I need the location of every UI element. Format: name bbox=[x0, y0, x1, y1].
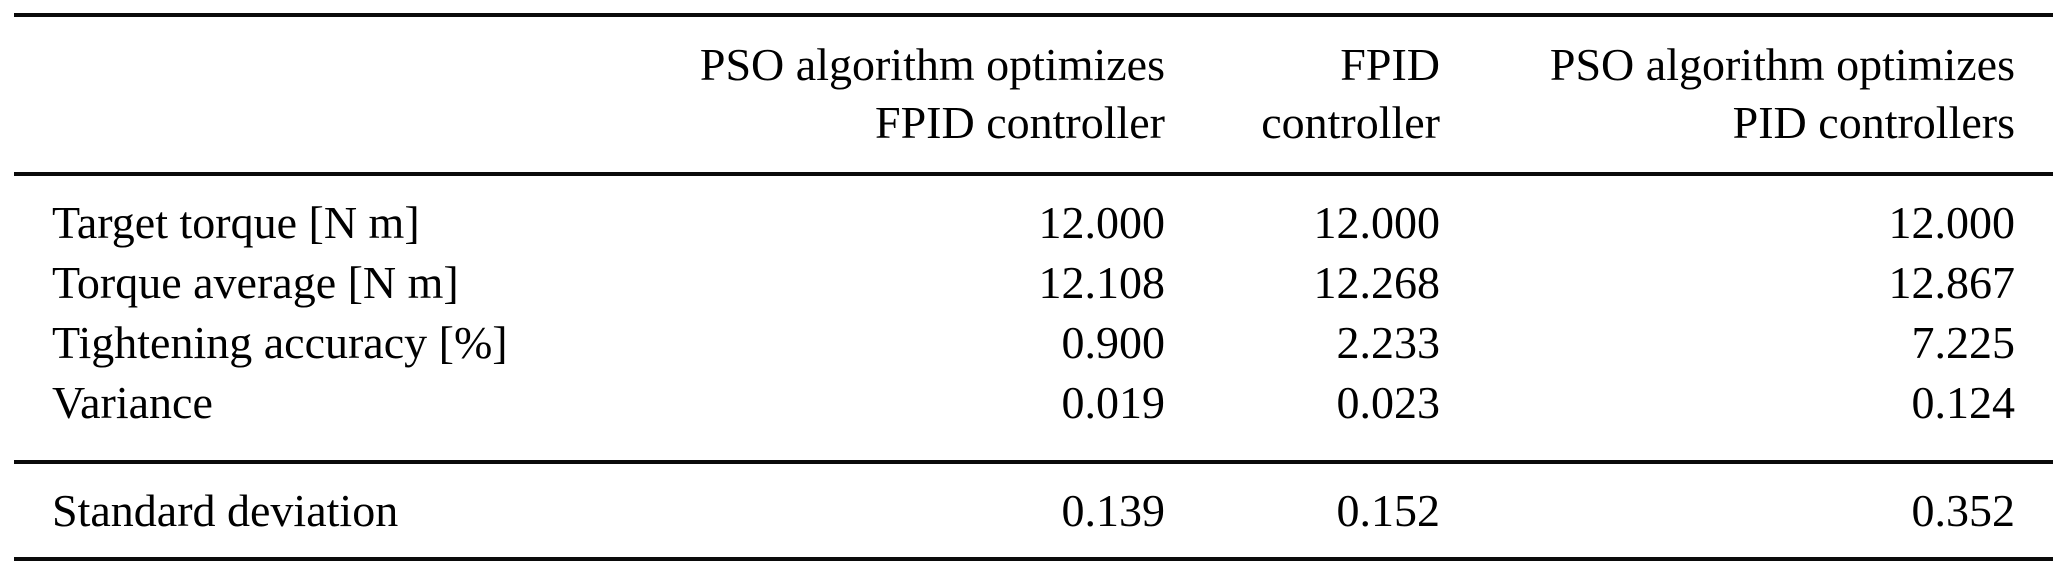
value-cell: 12.000 bbox=[1313, 196, 1441, 248]
table-top-rule bbox=[14, 13, 2053, 17]
column-header-line: PSO algorithm optimizes bbox=[699, 39, 1165, 90]
value-cell: 0.019 bbox=[1061, 376, 1166, 428]
row-label-tightening-accuracy: Tightening accuracy [%] bbox=[52, 316, 508, 368]
column-header-line: controller bbox=[1261, 97, 1440, 148]
row-label-variance: Variance bbox=[52, 376, 213, 428]
row-label-standard-deviation: Standard deviation bbox=[52, 485, 399, 536]
header-body-gap bbox=[52, 174, 2015, 192]
value-cell: 0.152 bbox=[1336, 485, 1441, 536]
table-header-rule bbox=[14, 172, 2053, 176]
value-cell: 0.139 bbox=[1061, 485, 1166, 536]
column-header-pso-pid: PSO algorithm optimizes PID controllers bbox=[1440, 14, 2015, 174]
table-bottom-rule bbox=[14, 557, 2053, 561]
body-footer-gap bbox=[52, 432, 2015, 462]
value-cell: 0.900 bbox=[1061, 316, 1166, 368]
value-cell: 12.867 bbox=[1888, 256, 2016, 308]
value-cell: 12.000 bbox=[1888, 196, 2016, 248]
value-cell: 7.225 bbox=[1911, 316, 2016, 368]
row-label-torque-average: Torque average [N m] bbox=[52, 256, 459, 308]
row-label-target-torque: Target torque [N m] bbox=[52, 196, 420, 248]
column-header-line: PSO algorithm optimizes bbox=[1549, 39, 2015, 90]
column-header-line: FPID bbox=[1340, 39, 1440, 90]
value-cell: 12.268 bbox=[1313, 256, 1441, 308]
column-header-empty bbox=[52, 14, 662, 174]
column-header-fpid: FPID controller bbox=[1165, 14, 1440, 174]
value-cell: 12.108 bbox=[1038, 256, 1166, 308]
column-header-line: FPID controller bbox=[874, 97, 1165, 148]
column-header-pso-fpid: PSO algorithm optimizes FPID controller bbox=[662, 14, 1165, 174]
value-cell: 0.124 bbox=[1911, 376, 2016, 428]
table-footer-separator-rule bbox=[14, 460, 2053, 464]
value-cell: 0.023 bbox=[1336, 376, 1441, 428]
value-cell: 12.000 bbox=[1038, 196, 1166, 248]
column-header-line: PID controllers bbox=[1732, 97, 2015, 148]
value-cell: 0.352 bbox=[1911, 485, 2016, 536]
value-cell: 2.233 bbox=[1336, 316, 1441, 368]
